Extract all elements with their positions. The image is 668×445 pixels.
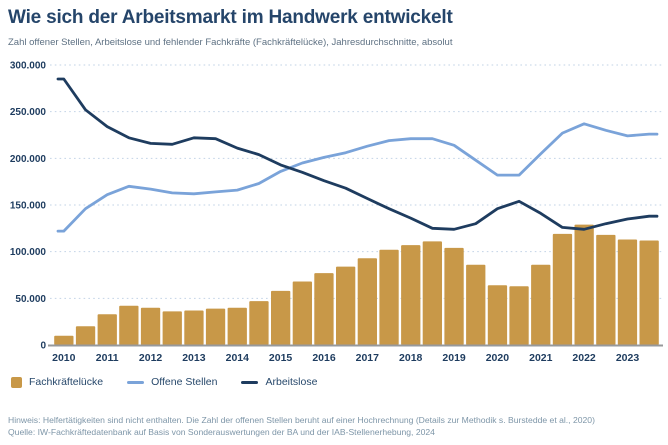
chart-legend: Fachkräftelücke Offene Stellen Arbeitslo… (11, 376, 317, 388)
x-axis-label: 2010 (52, 352, 76, 364)
y-axis-label: 0 (40, 341, 46, 352)
x-axis-label: 2023 (616, 352, 640, 364)
x-axis-label: 2020 (486, 352, 510, 364)
fachkraefteluecke-bar (466, 264, 486, 345)
fachkraefteluecke-bar (574, 224, 594, 345)
legend-label: Offene Stellen (151, 376, 218, 388)
x-axis-label: 2022 (572, 352, 596, 364)
x-axis-label: 2015 (269, 352, 293, 364)
fachkraefteluecke-bar (487, 285, 508, 345)
chart-subtitle: Zahl offener Stellen, Arbeitslose und fe… (8, 37, 453, 48)
y-axis-label: 50.000 (15, 294, 46, 305)
fachkraefteluecke-bar (249, 301, 269, 345)
x-axis-label: 2013 (182, 352, 206, 364)
x-axis-label: 2014 (226, 352, 250, 364)
bar-swatch-icon (11, 376, 22, 388)
x-axis-label: 2017 (356, 352, 380, 364)
combo-chart: 0 50.000 100.000 150.000 200.000 250.000 300.0… (10, 61, 663, 364)
y-axis-label: 250.000 (10, 107, 47, 118)
footnote-hinweis: Hinweis: Helfertätigkeiten sind nicht en… (8, 415, 595, 425)
fachkraefteluecke-bar (422, 241, 442, 345)
footnotes: Hinweis: Helfertätigkeiten sind nicht en… (8, 415, 664, 438)
fachkraefteluecke-bar (509, 286, 529, 345)
legend-item-offene-stellen: Offene Stellen (127, 376, 217, 388)
line-swatch-icon (241, 380, 259, 384)
fachkraefteluecke-bar (97, 314, 117, 345)
y-axis-label: 300.000 (10, 61, 47, 72)
footnote-quelle: Quelle: IW-Fachkräftedatenbank auf Basis… (8, 426, 435, 437)
fachkraefteluecke-bar (227, 307, 247, 345)
y-axis-label: 200.000 (10, 154, 47, 165)
legend-item-arbeitslose: Arbeitslose (241, 376, 317, 388)
fachkraefteluecke-bar (552, 233, 573, 345)
fachkraefteluecke-bar (162, 311, 182, 345)
fachkraefteluecke-bar (205, 308, 226, 345)
fachkraefteluecke-bar (596, 234, 616, 345)
fachkraefteluecke-bar (531, 264, 551, 345)
fachkraefteluecke-bar (54, 335, 74, 345)
fachkraefteluecke-bar (184, 310, 204, 345)
x-axis-label: 2016 (312, 352, 336, 364)
x-axis-label: 2012 (139, 352, 163, 364)
page-title: Wie sich der Arbeitsmarkt im Handwerk en… (8, 7, 453, 28)
legend-label: Arbeitslose (265, 376, 318, 388)
line-swatch-icon (127, 380, 145, 384)
fachkraefteluecke-bar (617, 239, 638, 345)
fachkraefteluecke-bar (336, 266, 356, 345)
fachkraefteluecke-bar (271, 290, 291, 345)
fachkraefteluecke-bar (639, 240, 659, 345)
fachkraefteluecke-bar (75, 326, 96, 345)
offene-stellen-line (56, 122, 659, 233)
fachkraefteluecke-bar (314, 273, 334, 345)
x-axis-label: 2011 (96, 352, 119, 364)
fachkraefteluecke-bar (357, 258, 377, 345)
fachkraefteluecke-bar (292, 281, 312, 345)
fachkraefteluecke-bar (119, 305, 139, 345)
x-axis-label: 2021 (529, 352, 553, 364)
fachkraefteluecke-bar (401, 245, 421, 345)
y-axis-label: 150.000 (10, 201, 47, 212)
x-axis-label: 2018 (399, 352, 423, 364)
x-axis-label: 2019 (442, 352, 466, 364)
y-axis-label: 100.000 (10, 247, 47, 258)
legend-item-fachkraefteluecke: Fachkräftelücke (11, 376, 103, 388)
fachkraefteluecke-bar (140, 307, 161, 345)
fachkraefteluecke-bar (444, 247, 464, 345)
legend-label: Fachkräftelücke (29, 376, 104, 388)
fachkraefteluecke-bar (379, 249, 399, 345)
arbeitslose-line (56, 77, 659, 231)
